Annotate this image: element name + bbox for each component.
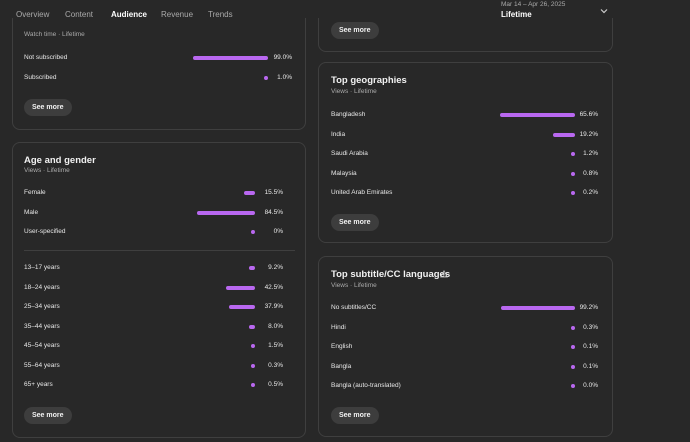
- card-title: Top subtitle/CC languages: [331, 269, 451, 280]
- row-value: 0.8%: [583, 169, 598, 177]
- languages-card: Top subtitle/CC languages Views · Lifeti…: [318, 256, 613, 437]
- row-label: Bangla: [331, 362, 352, 370]
- card-title: Top geographies: [331, 75, 407, 86]
- percentage-bar: [244, 191, 255, 195]
- row-label: India: [331, 130, 346, 138]
- card-subtitle: Views · Lifetime: [331, 88, 377, 95]
- card-subtitle: Views · Lifetime: [331, 282, 377, 289]
- row-value: 1.2%: [583, 150, 598, 157]
- percentage-bar: [571, 364, 575, 369]
- row-label: 18–24 years: [24, 283, 60, 291]
- row-value: 0.2%: [583, 189, 598, 196]
- row-value: 19.2%: [579, 130, 598, 138]
- percentage-bar: [264, 75, 268, 80]
- row-label: 35–44 years: [24, 322, 60, 330]
- percentage-bar: [249, 324, 255, 329]
- tab-audience[interactable]: Audience: [111, 10, 148, 19]
- see-more-button[interactable]: See more: [331, 214, 379, 231]
- row-value: 99.0%: [273, 54, 292, 61]
- percentage-bar: [552, 132, 575, 137]
- row-label: 45–54 years: [24, 342, 60, 349]
- percentage-bar: [251, 383, 255, 387]
- age-gender-card: Age and gender Views · Lifetime Female 15…: [12, 142, 306, 438]
- tab-trends[interactable]: Trends: [208, 10, 233, 19]
- card-subtitle: Watch time · Lifetime: [24, 31, 85, 38]
- row-value: 0.1%: [583, 362, 598, 370]
- row-value: 0.1%: [583, 343, 598, 350]
- row-label: No subtitles/CC: [331, 304, 377, 311]
- row-label: Hindi: [331, 323, 346, 331]
- percentage-bar: [571, 325, 575, 330]
- percentage-bar: [571, 384, 575, 388]
- row-value: 42.5%: [264, 283, 283, 291]
- row-value: 65.6%: [579, 111, 598, 118]
- percentage-bar: [571, 171, 575, 176]
- percentage-bar: [251, 230, 255, 234]
- tab-revenue[interactable]: Revenue: [161, 10, 194, 19]
- percentage-bar: [500, 306, 575, 310]
- top-right-card: See more: [318, 18, 613, 52]
- see-more-button[interactable]: See more: [24, 407, 72, 424]
- row-label: User-specified: [24, 228, 66, 235]
- row-label: 55–64 years: [24, 361, 60, 369]
- percentage-bar: [248, 266, 255, 270]
- row-label: Saudi Arabia: [331, 150, 368, 157]
- row-label: Bangladesh: [331, 111, 366, 118]
- see-more-button[interactable]: See more: [24, 99, 72, 116]
- row-value: 0%: [273, 228, 283, 235]
- divider: [24, 250, 295, 251]
- row-label: Subscribed: [24, 73, 57, 81]
- row-label: 25–34 years: [24, 303, 60, 310]
- date-range-label: Mar 14 – Apr 26, 2025: [501, 1, 566, 8]
- row-value: 1.5%: [268, 342, 283, 349]
- row-label: 13–17 years: [24, 264, 60, 271]
- row-label: Malaysia: [331, 169, 357, 177]
- row-value: 0.0%: [583, 382, 598, 389]
- row-value: 1.0%: [277, 73, 292, 81]
- row-label: Male: [24, 208, 39, 216]
- card-subtitle: Views · Lifetime: [24, 167, 70, 174]
- chevron-down-icon[interactable]: [599, 6, 609, 16]
- row-value: 0.5%: [268, 381, 283, 388]
- subscription-card: Watch time · Lifetime Not subscribed 99.0…: [12, 18, 306, 130]
- percentage-bar: [196, 210, 255, 215]
- row-label: Female: [24, 189, 46, 196]
- tab-content[interactable]: Content: [65, 10, 94, 19]
- geographies-card: Top geographies Views · Lifetime Banglad…: [318, 62, 613, 243]
- percentage-bar: [571, 345, 575, 349]
- see-more-button[interactable]: See more: [331, 22, 379, 39]
- row-value: 0.3%: [583, 323, 598, 331]
- row-label: Bangla (auto-translated): [331, 382, 401, 389]
- row-value: 15.5%: [264, 189, 283, 196]
- see-more-button[interactable]: See more: [331, 407, 379, 424]
- percentage-bar: [571, 191, 575, 195]
- percentage-bar: [499, 113, 575, 117]
- percentage-bar: [225, 285, 255, 290]
- row-value: 99.2%: [579, 304, 598, 311]
- tab-overview[interactable]: Overview: [16, 10, 50, 19]
- percentage-bar: [251, 344, 255, 348]
- card-title: Age and gender: [24, 155, 96, 166]
- row-value: 9.2%: [268, 264, 283, 271]
- row-label: English: [331, 343, 353, 350]
- row-value: 37.9%: [264, 303, 283, 310]
- percentage-bar: [571, 152, 575, 156]
- row-value: 8.0%: [268, 322, 283, 330]
- percentage-bar: [192, 56, 268, 60]
- row-label: United Arab Emirates: [331, 189, 393, 196]
- percentage-bar: [228, 305, 255, 309]
- row-label: Not subscribed: [24, 54, 68, 61]
- percentage-bar: [251, 363, 255, 368]
- warning-icon[interactable]: [440, 270, 448, 278]
- date-range-value[interactable]: Lifetime: [501, 10, 532, 19]
- row-label: 65+ years: [24, 381, 53, 388]
- row-value: 0.3%: [268, 361, 283, 369]
- row-value: 84.5%: [264, 208, 283, 216]
